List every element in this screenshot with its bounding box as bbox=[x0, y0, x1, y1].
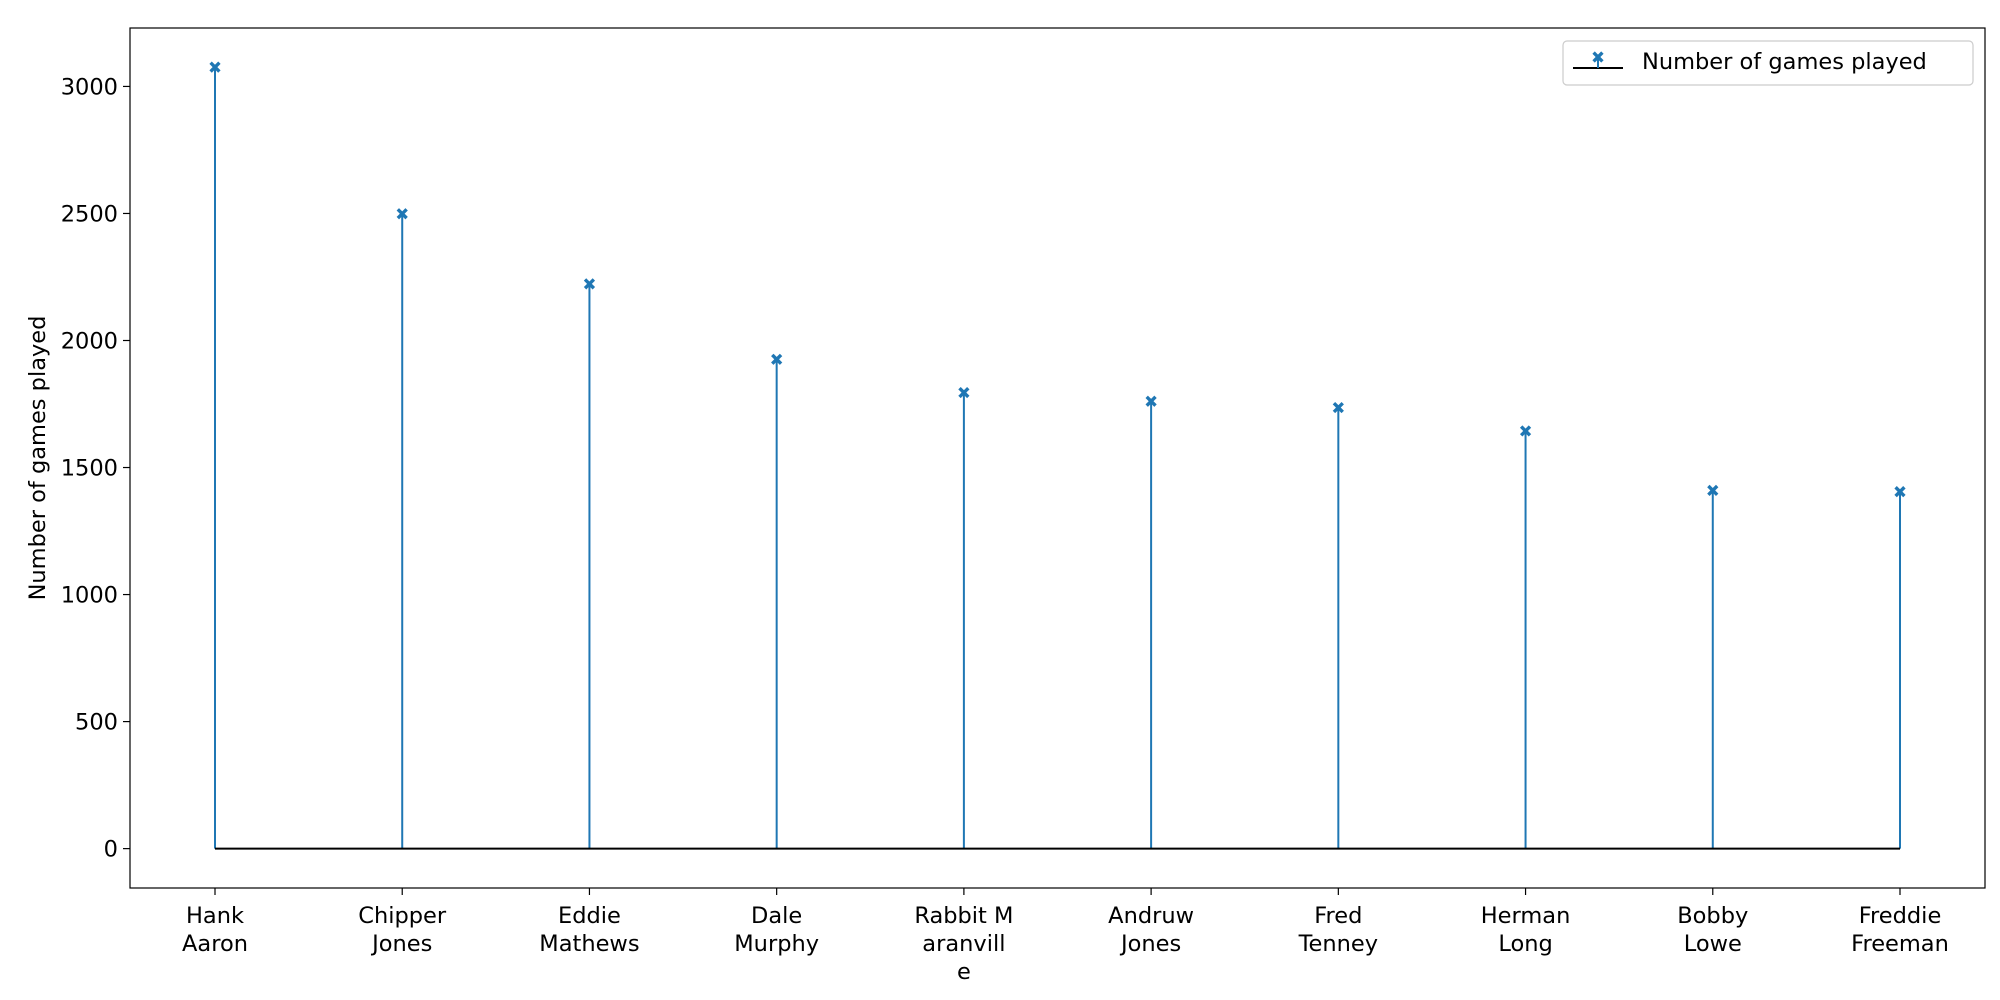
stem-lines bbox=[214, 67, 1901, 849]
marker-stroke bbox=[1145, 395, 1157, 407]
marker-stroke bbox=[1894, 486, 1906, 498]
legend-label: Number of games played bbox=[1642, 49, 1927, 75]
x-tick-label: Chipper Jones bbox=[358, 903, 447, 957]
stem-marker bbox=[1894, 486, 1906, 498]
stem-marker bbox=[583, 278, 596, 290]
x-tick-label-line: Herman bbox=[1481, 903, 1571, 929]
x-tick-label-line: Andruw bbox=[1108, 903, 1194, 929]
legend: Number of games played bbox=[1562, 40, 1974, 86]
x-tick-label-line: Chipper bbox=[358, 903, 447, 929]
x-tick-label: Herman Long bbox=[1481, 903, 1571, 957]
stem-marker bbox=[1145, 395, 1157, 407]
x-tick-label-line: Freddie bbox=[1859, 903, 1942, 929]
stem-marker bbox=[958, 386, 970, 399]
plot-area-frame bbox=[129, 27, 1986, 889]
y-tick-label: 3000 bbox=[61, 74, 118, 100]
x-tick-label: Bobby Lowe bbox=[1677, 903, 1748, 957]
legend-marker bbox=[1592, 51, 1604, 63]
marker-stroke bbox=[771, 353, 783, 365]
marker-stroke bbox=[958, 386, 970, 399]
x-tick-label-line: Fred bbox=[1314, 903, 1362, 929]
x-tick-label-line: Aaron bbox=[182, 931, 248, 957]
stem-marker bbox=[1707, 484, 1719, 496]
x-tick-label: Freddie Freeman bbox=[1851, 903, 1949, 957]
marker-stroke bbox=[396, 208, 408, 220]
y-tick-label: 1500 bbox=[61, 456, 118, 482]
y-tick-label: 0 bbox=[104, 837, 118, 863]
x-tick-label-line: aranvill bbox=[922, 931, 1005, 957]
stem-marker bbox=[1519, 425, 1532, 437]
x-tick-label: Dale Murphy bbox=[734, 903, 819, 957]
x-tick-label-line: Lowe bbox=[1684, 931, 1742, 957]
legend-stem-symbol bbox=[1573, 51, 1623, 69]
marker-stroke bbox=[583, 278, 596, 290]
x-tick-label-line: Jones bbox=[370, 931, 432, 957]
x-tick-label-line: Eddie bbox=[558, 903, 621, 929]
x-tick-label-line: Long bbox=[1498, 931, 1552, 957]
x-tick-label-line: Hank bbox=[186, 903, 244, 929]
x-tick-label-line: Murphy bbox=[734, 931, 819, 957]
x-tick-label-line: Bobby bbox=[1677, 903, 1748, 929]
x-tick-label: Eddie Mathews bbox=[539, 903, 639, 957]
x-tick-label-line: e bbox=[957, 959, 971, 985]
x-tick-label-line: Freeman bbox=[1851, 931, 1949, 957]
marker-stroke bbox=[1707, 484, 1719, 496]
stem-marker bbox=[209, 61, 221, 73]
x-tick-label-line: Dale bbox=[751, 903, 802, 929]
marker-stroke bbox=[1592, 51, 1604, 63]
y-axis-label: Number of games played bbox=[25, 316, 51, 601]
x-tick-label-line: Tenney bbox=[1298, 931, 1378, 957]
y-tick-label: 1000 bbox=[61, 583, 118, 609]
x-tick-label: Fred Tenney bbox=[1298, 903, 1378, 957]
x-tick-label: Hank Aaron bbox=[182, 903, 248, 957]
y-axis-ticks: 0 500 1000 1500 2000 2500 3000 bbox=[61, 74, 130, 863]
marker-stroke bbox=[209, 61, 221, 73]
y-tick-label: 500 bbox=[75, 710, 118, 736]
stem-markers bbox=[209, 61, 1906, 498]
x-tick-label-line: Rabbit M bbox=[914, 903, 1013, 929]
y-tick-label: 2500 bbox=[61, 201, 118, 227]
marker-stroke bbox=[1332, 401, 1344, 414]
x-tick-label-line: Jones bbox=[1119, 931, 1181, 957]
stem-marker bbox=[1332, 401, 1344, 414]
stem-marker bbox=[771, 353, 783, 365]
legend-frame bbox=[1562, 40, 1974, 86]
stem-marker bbox=[396, 208, 408, 220]
x-tick-label-line: Mathews bbox=[539, 931, 639, 957]
marker-stroke bbox=[1519, 425, 1532, 437]
x-tick-label: Andruw Jones bbox=[1108, 903, 1194, 957]
y-tick-label: 2000 bbox=[61, 328, 118, 354]
